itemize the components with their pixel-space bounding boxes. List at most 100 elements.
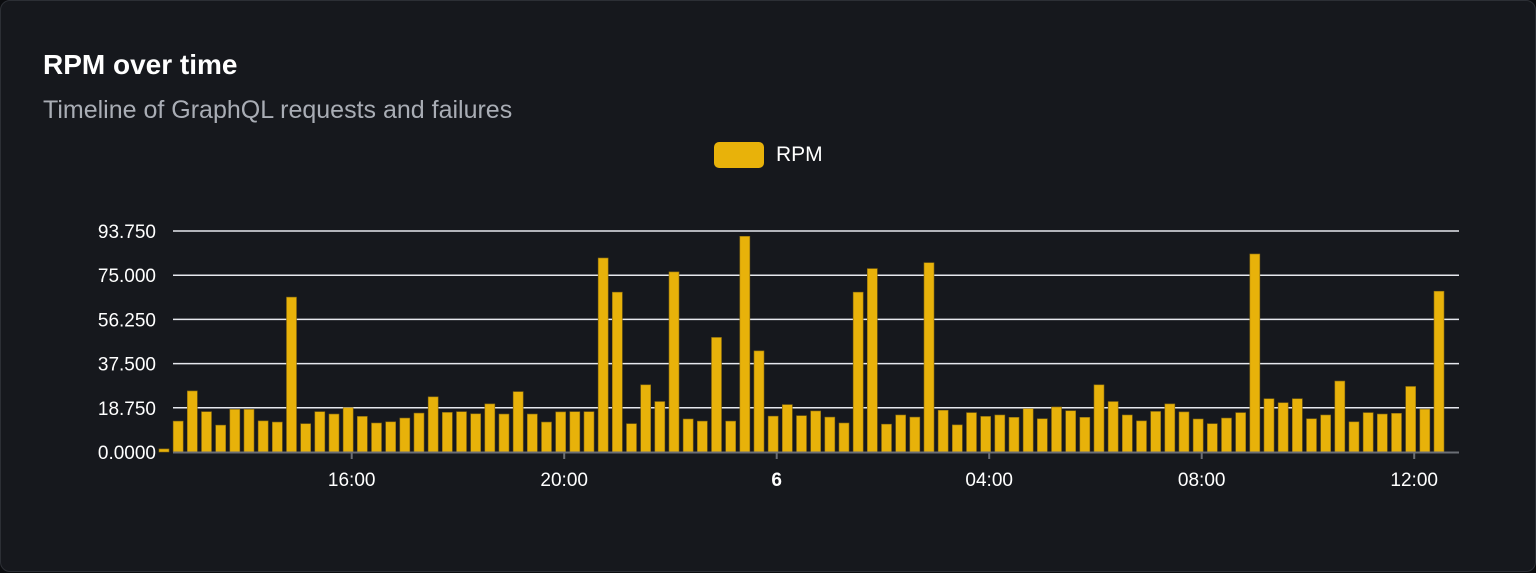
y-tick-label: 0.0000 xyxy=(98,443,156,464)
y-tick-label: 75.000 xyxy=(98,266,156,287)
bar xyxy=(612,291,623,453)
bar xyxy=(371,422,382,453)
bar xyxy=(243,409,255,453)
bar xyxy=(994,414,1006,453)
chart-title: RPM over time xyxy=(43,49,238,80)
bar xyxy=(1136,420,1147,453)
bar xyxy=(1022,408,1034,453)
x-tick-label: 16:00 xyxy=(328,470,376,491)
bar xyxy=(484,403,496,453)
bar xyxy=(399,417,411,453)
bar xyxy=(1405,386,1416,453)
bar xyxy=(1306,418,1317,453)
bar xyxy=(1079,417,1091,453)
y-tick-label: 93.750 xyxy=(98,222,156,243)
bar xyxy=(1037,418,1048,453)
bar xyxy=(470,413,481,453)
bar xyxy=(753,350,765,453)
x-tick-label: 20:00 xyxy=(540,470,588,491)
bar xyxy=(1348,421,1360,453)
bar xyxy=(1235,412,1246,453)
bar xyxy=(1263,398,1275,453)
bar xyxy=(1178,411,1190,453)
x-tick-label: 6 xyxy=(771,470,782,491)
bar xyxy=(229,409,241,453)
bar xyxy=(668,271,680,453)
bar xyxy=(682,418,694,453)
bar xyxy=(881,423,892,453)
bar xyxy=(1008,417,1020,453)
legend-item-rpm[interactable]: RPM xyxy=(714,142,823,168)
bar xyxy=(1065,410,1076,453)
bar xyxy=(711,337,722,453)
bar xyxy=(739,236,751,453)
bar xyxy=(782,404,793,453)
bar xyxy=(867,268,878,453)
bar xyxy=(796,415,807,453)
bar xyxy=(342,407,354,453)
bar xyxy=(597,257,609,453)
bar xyxy=(1320,414,1331,453)
bar xyxy=(1334,380,1346,453)
bar xyxy=(980,416,991,453)
bar xyxy=(1419,408,1431,453)
bar xyxy=(1249,253,1261,453)
bar xyxy=(1164,403,1176,453)
bar xyxy=(427,396,439,453)
bar xyxy=(1362,412,1374,453)
bar xyxy=(413,412,425,453)
legend-label: RPM xyxy=(776,143,823,166)
bar xyxy=(172,420,184,453)
bar xyxy=(1122,414,1133,453)
chart-subtitle: Timeline of GraphQL requests and failure… xyxy=(43,96,513,124)
bar xyxy=(527,413,538,453)
bar xyxy=(286,296,297,453)
bar xyxy=(456,411,467,453)
bar xyxy=(1051,406,1062,453)
x-tick-label: 04:00 xyxy=(965,470,1013,491)
bar xyxy=(824,416,836,453)
bar xyxy=(838,422,850,453)
bar xyxy=(1277,402,1289,453)
bar xyxy=(1207,423,1218,453)
bar xyxy=(1292,398,1303,453)
bar xyxy=(215,424,226,453)
y-tick-label: 37.500 xyxy=(98,355,156,376)
legend-swatch xyxy=(714,142,764,168)
bar xyxy=(1192,418,1204,453)
bar xyxy=(1433,290,1445,453)
bar xyxy=(201,411,212,453)
bar xyxy=(895,414,906,453)
bar xyxy=(328,413,340,453)
bar xyxy=(725,420,736,453)
bar xyxy=(626,423,637,453)
bar xyxy=(257,420,269,453)
bar xyxy=(852,291,864,453)
bar xyxy=(1107,401,1119,453)
bar xyxy=(1391,413,1402,453)
bar xyxy=(512,391,524,453)
bar xyxy=(1221,417,1232,453)
bar xyxy=(1150,411,1161,453)
x-tick-label: 12:00 xyxy=(1390,470,1438,491)
bar xyxy=(966,412,977,453)
bar xyxy=(272,421,283,453)
y-tick-label: 56.250 xyxy=(98,310,156,331)
bar xyxy=(158,448,170,453)
bar xyxy=(909,416,921,453)
bar xyxy=(697,420,708,453)
bar xyxy=(187,390,198,453)
bar xyxy=(640,384,651,453)
bar xyxy=(569,411,581,453)
bar xyxy=(541,421,552,453)
bar xyxy=(385,421,396,453)
bar xyxy=(1377,413,1388,453)
bar xyxy=(300,423,311,453)
bar xyxy=(314,411,326,453)
bar xyxy=(810,410,821,453)
bar xyxy=(767,415,779,453)
bar xyxy=(952,424,963,453)
bar xyxy=(654,401,666,453)
